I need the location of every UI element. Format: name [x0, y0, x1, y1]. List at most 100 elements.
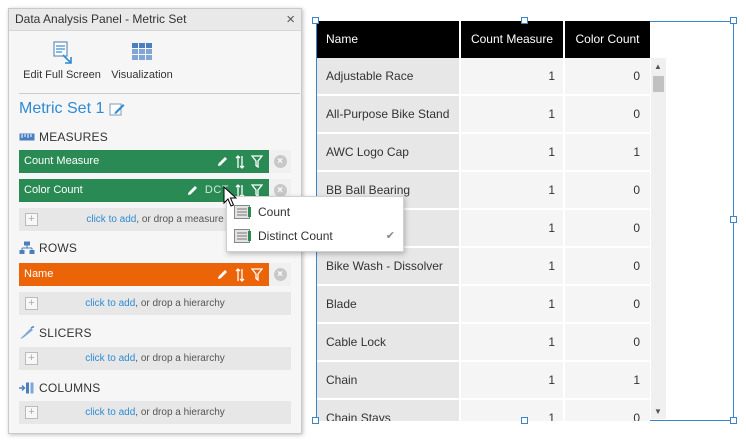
measures-drop-zone[interactable]: + click to add, or drop a measure	[19, 208, 291, 231]
edit-title-icon[interactable]	[109, 101, 125, 117]
cell-name: Blade	[317, 286, 459, 324]
add-plus-icon[interactable]: +	[25, 297, 38, 310]
resize-handle-top-right[interactable]	[730, 17, 737, 24]
click-to-add-link[interactable]: click to add	[85, 353, 136, 364]
table-row: Bike Wash - Dissolver 1 0	[317, 248, 650, 286]
edit-full-screen-button[interactable]: Edit Full Screen	[23, 39, 101, 81]
cell-count-measure: 1	[459, 248, 563, 286]
slicers-drop-zone[interactable]: + click to add, or drop a hierarchy	[19, 347, 291, 370]
resize-handle-bottom-right[interactable]	[730, 417, 737, 424]
measures-label: MEASURES	[39, 130, 108, 144]
scrollbar-thumb[interactable]	[653, 76, 664, 92]
aggregation-badge[interactable]: DCT	[204, 184, 229, 196]
add-plus-icon[interactable]: +	[25, 352, 38, 365]
column-header-name[interactable]: Name	[326, 32, 359, 46]
filter-icon[interactable]	[251, 155, 263, 168]
remove-field-button[interactable]: ×	[269, 150, 291, 173]
sort-icon[interactable]	[235, 183, 245, 198]
measures-ruler-icon	[19, 133, 35, 141]
cell-color-count: 0	[563, 400, 650, 421]
drop-hierarchy-hint: , or drop a hierarchy	[135, 407, 225, 418]
row-field-name[interactable]: Name ×	[19, 263, 291, 286]
resize-handle-right[interactable]	[730, 216, 737, 223]
resize-handle-bottom[interactable]	[521, 417, 528, 424]
sort-icon[interactable]	[235, 154, 245, 169]
measure-field-count-measure[interactable]: Count Measure ×	[19, 150, 291, 173]
visualization-button[interactable]: Visualization	[107, 39, 177, 81]
close-icon[interactable]: ×	[286, 11, 295, 28]
menu-item-label: Distinct Count	[258, 229, 333, 243]
table-row: AWC Logo Cap 1 1	[317, 134, 650, 172]
cell-color-count: 1	[563, 134, 650, 172]
measure-field-color-count[interactable]: Color Count DCT ×	[19, 179, 291, 202]
aggregation-icon	[234, 205, 251, 219]
edit-full-screen-label: Edit Full Screen	[23, 69, 101, 81]
columns-label: COLUMNS	[39, 381, 101, 395]
cell-count-measure: 1	[459, 286, 563, 324]
table-row: Cable Lock 1 0	[317, 324, 650, 362]
cell-color-count: 0	[563, 324, 650, 362]
add-plus-icon[interactable]: +	[25, 213, 38, 226]
rows-section-label: ROWS	[19, 241, 77, 255]
measure-field-tools: DCT	[180, 179, 263, 202]
resize-handle-top[interactable]	[521, 17, 528, 24]
cell-count-measure: 1	[459, 172, 563, 210]
scroll-up-icon[interactable]: ▲	[654, 62, 662, 71]
aggregation-dropdown-menu: Count Distinct Count ✔	[226, 196, 404, 252]
cell-count-measure: 1	[459, 134, 563, 172]
remove-x-icon: ×	[273, 268, 287, 281]
click-to-add-link[interactable]: click to add	[85, 298, 136, 309]
cell-count-measure: 1	[459, 96, 563, 134]
cell-name: AWC Logo Cap	[317, 134, 459, 172]
grid-vertical-scrollbar[interactable]: ▲ ▼	[651, 58, 666, 419]
resize-handle-bottom-left[interactable]	[312, 417, 319, 424]
remove-field-button[interactable]: ×	[269, 263, 291, 286]
cell-color-count: 0	[563, 210, 650, 248]
panel-header: Data Analysis Panel - Metric Set ×	[9, 9, 301, 31]
columns-drop-zone[interactable]: + click to add, or drop a hierarchy	[19, 401, 291, 424]
cell-count-measure: 1	[459, 324, 563, 362]
cell-name: All-Purpose Bike Stand	[317, 96, 459, 134]
menu-item-count[interactable]: Count	[227, 200, 403, 224]
cell-color-count: 0	[563, 172, 650, 210]
menu-item-distinct-count[interactable]: Distinct Count ✔	[227, 224, 403, 248]
pencil-icon[interactable]	[216, 155, 229, 168]
column-header-count-measure[interactable]: Count Measure	[459, 21, 563, 58]
rows-label: ROWS	[39, 241, 78, 255]
drop-measure-hint: , or drop a measure	[136, 214, 224, 225]
cell-count-measure: 1	[459, 210, 563, 248]
cell-color-count: 0	[563, 58, 650, 96]
rows-hierarchy-icon	[19, 241, 35, 254]
menu-item-label: Count	[258, 205, 291, 219]
pencil-icon[interactable]	[216, 268, 229, 281]
cell-color-count: 0	[563, 248, 650, 286]
resize-handle-top-left[interactable]	[312, 17, 319, 24]
checkmark-icon: ✔	[385, 230, 395, 242]
aggregation-icon	[234, 229, 251, 243]
columns-icon	[19, 382, 34, 394]
table-row: Blade 1 0	[317, 286, 650, 324]
table-row: Chain 1 1	[317, 362, 650, 400]
pencil-icon[interactable]	[186, 184, 199, 197]
add-plus-icon[interactable]: +	[25, 406, 38, 419]
cell-name: Bike Wash - Dissolver	[317, 248, 459, 286]
measure-field-label: Count Measure	[24, 155, 100, 167]
filter-icon[interactable]	[251, 268, 263, 281]
panel-toolbar: Edit Full Screen Visualization	[21, 39, 291, 97]
visualization-grid-icon	[132, 43, 152, 60]
sort-icon[interactable]	[235, 267, 245, 282]
edit-full-screen-icon	[53, 41, 72, 64]
cell-color-count: 1	[563, 362, 650, 400]
click-to-add-link[interactable]: click to add	[85, 407, 136, 418]
grid-header-row: Name Count Measure Color Count	[317, 21, 650, 58]
metric-set-title: Metric Set 1	[19, 100, 125, 118]
panel-title: Data Analysis Panel - Metric Set	[15, 12, 187, 26]
slicers-knife-icon	[20, 326, 35, 339]
cell-name: Chain Stays	[317, 400, 459, 421]
cell-color-count: 0	[563, 96, 650, 134]
rows-drop-zone[interactable]: + click to add, or drop a hierarchy	[19, 292, 291, 315]
measure-field-label: Color Count	[24, 184, 83, 196]
click-to-add-link[interactable]: click to add	[86, 214, 137, 225]
scroll-down-icon[interactable]: ▼	[654, 407, 662, 416]
column-header-color-count[interactable]: Color Count	[563, 21, 650, 58]
